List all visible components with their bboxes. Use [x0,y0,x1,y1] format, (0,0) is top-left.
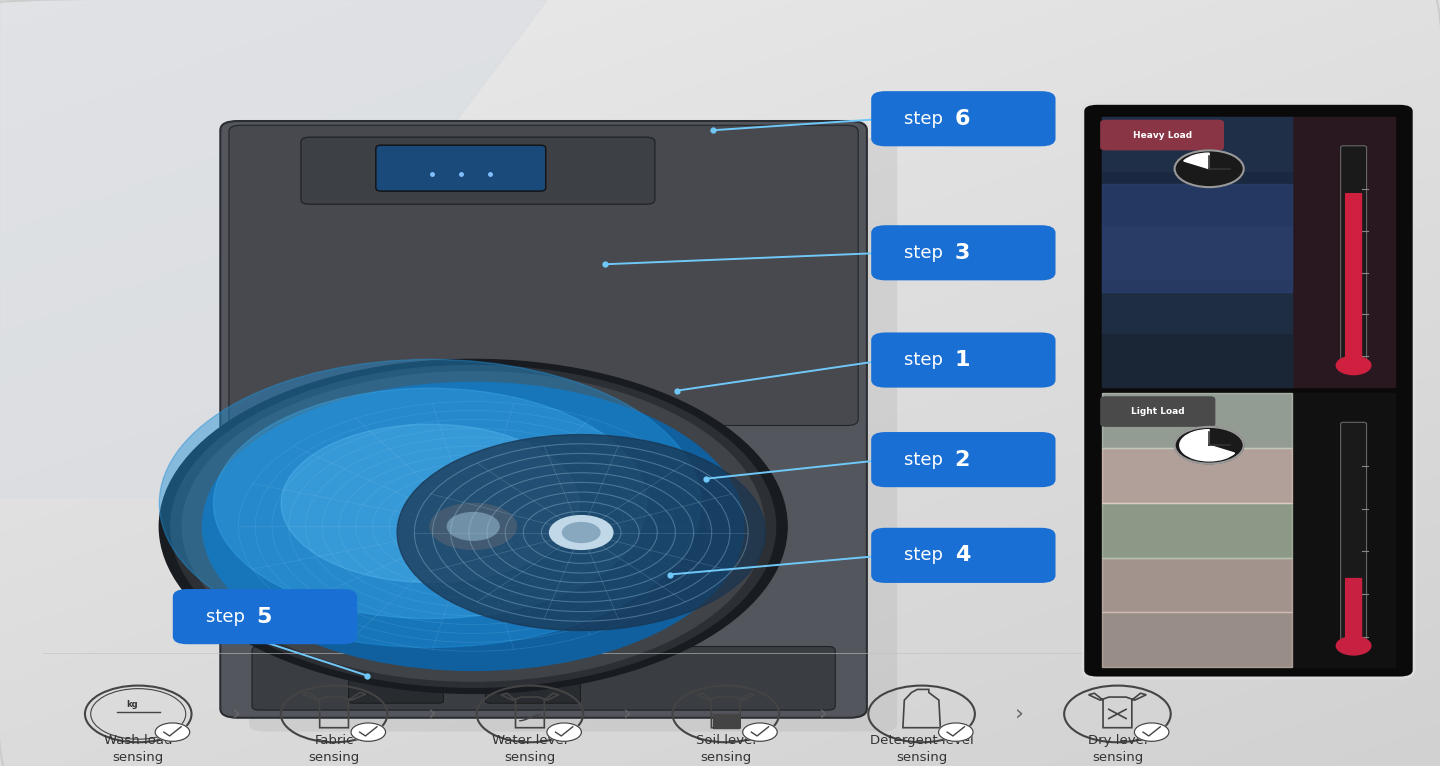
Circle shape [431,503,517,549]
Text: step: step [904,243,949,262]
Circle shape [160,359,788,694]
FancyBboxPatch shape [1341,146,1367,360]
FancyBboxPatch shape [871,432,1056,487]
Bar [1102,558,1292,612]
Text: Soil level
sensing: Soil level sensing [696,734,756,764]
Circle shape [160,359,701,647]
Text: step: step [904,546,949,564]
Circle shape [448,512,500,540]
FancyBboxPatch shape [376,145,546,191]
FancyBboxPatch shape [485,677,580,703]
Circle shape [1135,723,1169,741]
FancyBboxPatch shape [249,138,897,732]
FancyBboxPatch shape [1100,396,1215,427]
Bar [1102,117,1395,387]
Text: 5: 5 [256,607,272,627]
Text: step: step [206,607,251,626]
Bar [1102,448,1292,503]
Circle shape [939,723,973,741]
Bar [1102,393,1395,667]
Bar [1102,225,1292,279]
FancyBboxPatch shape [871,528,1056,583]
Text: step: step [904,351,949,369]
Text: ›: › [232,704,240,724]
Circle shape [1175,427,1244,464]
Circle shape [1336,356,1371,375]
Circle shape [550,515,613,549]
Text: 3: 3 [955,243,971,263]
Text: Wash load
sensing: Wash load sensing [104,734,173,764]
Text: ›: › [819,704,828,724]
Circle shape [743,723,778,741]
FancyBboxPatch shape [871,91,1056,147]
FancyBboxPatch shape [252,647,835,710]
Circle shape [1175,151,1244,187]
Wedge shape [1179,429,1234,461]
Circle shape [1336,637,1371,655]
Circle shape [203,382,744,670]
Bar [1102,184,1292,293]
Wedge shape [1184,153,1210,169]
Text: step: step [904,110,949,127]
Text: ›: › [1015,704,1024,724]
Text: 2: 2 [955,449,971,469]
Bar [1102,393,1292,448]
Circle shape [281,424,579,583]
Bar [1102,612,1292,667]
Text: 4: 4 [955,545,971,565]
Text: step: step [904,451,949,468]
Text: 1: 1 [955,350,971,370]
Text: Light Load: Light Load [1130,407,1185,416]
FancyBboxPatch shape [1345,578,1362,640]
Circle shape [351,723,386,741]
Text: Water level
sensing: Water level sensing [492,734,567,764]
Text: 6: 6 [955,109,971,129]
Text: Dry level
sensing: Dry level sensing [1087,734,1148,764]
FancyBboxPatch shape [1345,193,1362,359]
Circle shape [563,522,600,542]
Text: kg: kg [127,700,138,709]
Circle shape [213,388,647,618]
FancyBboxPatch shape [1341,422,1367,641]
FancyBboxPatch shape [220,121,867,718]
Circle shape [183,372,765,681]
FancyBboxPatch shape [173,589,357,644]
Bar [1102,333,1292,387]
Circle shape [171,366,776,687]
Polygon shape [0,0,547,498]
Circle shape [156,723,190,741]
Circle shape [547,723,582,741]
FancyBboxPatch shape [229,125,858,425]
Bar [1102,170,1292,225]
Bar [1102,503,1292,558]
FancyBboxPatch shape [301,137,655,204]
FancyBboxPatch shape [348,677,444,703]
Bar [1102,279,1292,333]
FancyBboxPatch shape [871,333,1056,388]
FancyBboxPatch shape [871,225,1056,280]
Circle shape [397,435,765,631]
Bar [713,714,739,728]
Text: Detergent level
sensing: Detergent level sensing [870,734,973,764]
Text: Heavy Load: Heavy Load [1132,131,1192,140]
Text: Fabric
sensing: Fabric sensing [308,734,360,764]
FancyBboxPatch shape [1100,120,1224,151]
Text: ›: › [428,704,436,724]
Text: ›: › [624,704,632,724]
FancyBboxPatch shape [1083,104,1414,678]
Bar [1102,117,1292,170]
